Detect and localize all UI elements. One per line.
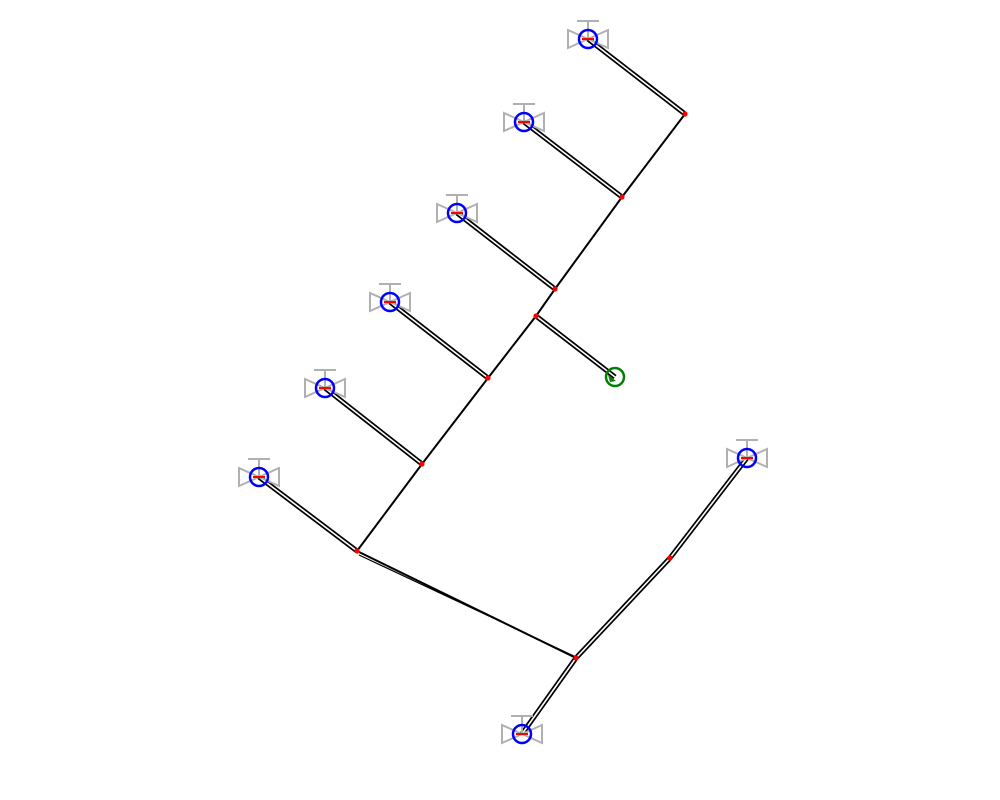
valve-icon — [436, 194, 478, 224]
terminal-ring — [379, 291, 401, 313]
pipe-inner — [535, 315, 616, 378]
pipe-inner — [521, 657, 577, 735]
pipe-inner — [587, 38, 686, 115]
pipe-N3-T3 — [388, 300, 490, 380]
pipe-N1-N2 — [356, 463, 423, 552]
pipe-inner — [389, 301, 489, 379]
pipe-inner — [258, 476, 358, 552]
source-ring — [604, 366, 626, 388]
valve-body — [726, 447, 768, 469]
terminal-marker — [513, 111, 535, 133]
junction-nodes-layer — [354, 111, 688, 661]
pipe-N1-T1 — [257, 475, 359, 553]
valve-body — [304, 377, 346, 399]
source-arrow — [608, 375, 616, 382]
valve-icon — [304, 369, 346, 399]
pipe-N6-T5 — [522, 120, 624, 199]
pipe-N9-N10 — [574, 556, 672, 660]
pipe-N5-T4 — [455, 211, 557, 291]
junction-node — [552, 286, 558, 292]
pipe-N4-S1 — [534, 314, 617, 379]
terminal-marker — [446, 202, 468, 224]
valve-body — [369, 291, 411, 313]
terminal-ring — [314, 377, 336, 399]
valve-body — [501, 723, 543, 745]
pipe-N10-T7 — [668, 456, 749, 560]
source-marker — [604, 366, 626, 388]
pipe-N1-N9-secondary — [358, 554, 577, 658]
valve-icon — [501, 715, 543, 745]
terminal-ring — [511, 723, 533, 745]
terminal-marker — [577, 28, 599, 50]
terminal-ring — [577, 28, 599, 50]
pipe-inner — [456, 212, 556, 290]
valve-icon — [369, 283, 411, 313]
junction-node — [667, 555, 673, 561]
junction-node — [573, 655, 579, 661]
terminal-marker — [314, 377, 336, 399]
valve-body — [503, 111, 545, 133]
valve-icon — [238, 458, 280, 488]
pipe-N2-T2 — [323, 386, 424, 466]
pipe-N6-N7 — [621, 113, 686, 198]
pipe-inner — [575, 557, 671, 659]
junction-node — [419, 461, 425, 467]
terminal-ring — [736, 447, 758, 469]
pipe-N2-N3 — [421, 377, 489, 465]
junction-node — [354, 548, 360, 554]
terminal-marker — [379, 291, 401, 313]
terminal-ring — [248, 466, 270, 488]
junction-node — [533, 313, 539, 319]
valve-icon — [726, 439, 768, 469]
junction-node — [619, 194, 625, 200]
pipes-layer — [257, 37, 749, 736]
terminal-marker — [248, 466, 270, 488]
pipe-inner — [523, 121, 623, 198]
valve-body — [567, 28, 609, 50]
junction-node — [682, 111, 688, 117]
pipe-N7-T6 — [586, 37, 687, 116]
pipe-N5-N6 — [554, 196, 623, 290]
terminal-marker — [511, 723, 533, 745]
pipe-inner — [324, 387, 423, 465]
terminal-ring — [513, 111, 535, 133]
valve-icon — [567, 20, 609, 50]
terminal-ring — [446, 202, 468, 224]
junction-node — [485, 375, 491, 381]
pipe-inner — [669, 457, 748, 559]
terminal-marker — [736, 447, 758, 469]
terminal-markers-layer — [248, 28, 758, 745]
pipe-N3-N4 — [487, 315, 537, 379]
valve-body — [436, 202, 478, 224]
pipe-N9-T8 — [519, 656, 579, 736]
pipe-N4-N5 — [535, 288, 556, 317]
valve-body — [238, 466, 280, 488]
valve-icon — [503, 103, 545, 133]
